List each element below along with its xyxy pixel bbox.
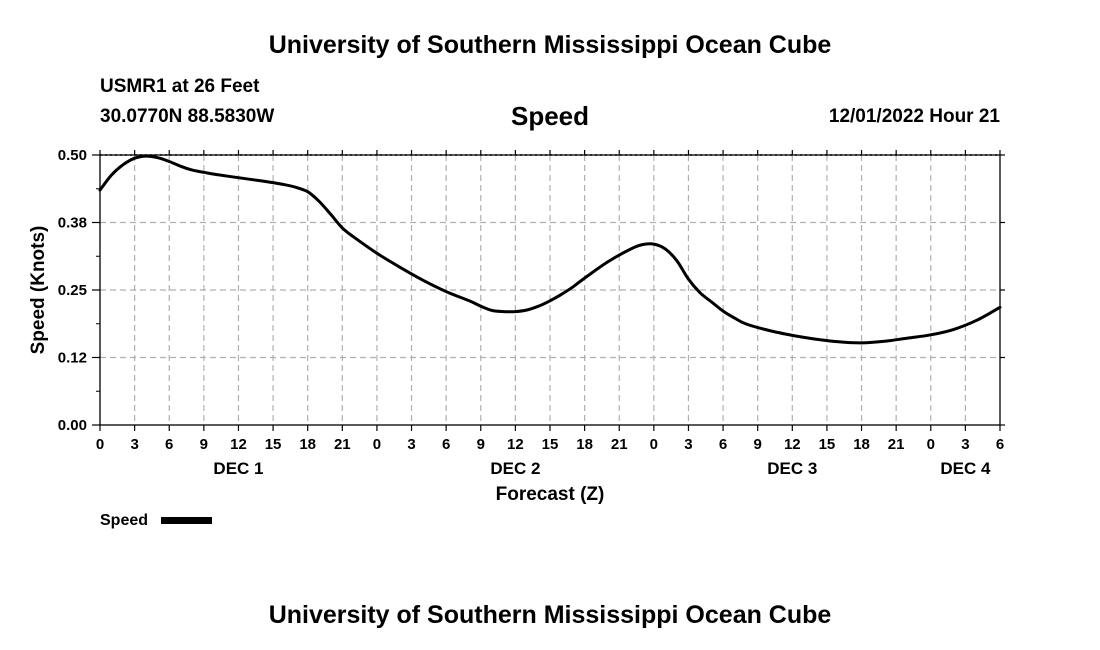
x-axis-label: Forecast (Z) <box>496 484 605 505</box>
x-tick-label: 6 <box>996 436 1004 453</box>
x-tick-label: 0 <box>96 436 104 453</box>
day-labels: DEC 1 DEC 2 DEC 3 DEC 4 <box>213 459 991 478</box>
grid-lines <box>100 155 1000 425</box>
station-coordinates: 30.0770N 88.5830W <box>100 106 275 127</box>
x-tick-label: 0 <box>650 436 658 453</box>
chart-title: Speed <box>510 101 590 131</box>
x-tick-label: 12 <box>784 436 801 453</box>
day-label: DEC 2 <box>490 459 540 478</box>
day-label: DEC 4 <box>940 459 991 478</box>
y-tick-labels: 0.00 0.12 0.25 0.38 0.50 <box>58 147 87 434</box>
x-tick-label: 21 <box>888 436 905 453</box>
x-tick-label: 21 <box>334 436 351 453</box>
y-tick-label: 0.50 <box>58 147 87 164</box>
station-label: USMR1 at 26 Feet <box>100 76 260 97</box>
page-title: University of Southern Mississippi Ocean… <box>268 31 832 59</box>
x-tick-label: 15 <box>819 436 836 453</box>
speed-series-line <box>98 154 1002 345</box>
x-tick-label: 9 <box>477 436 485 453</box>
x-tick-label: 6 <box>165 436 173 453</box>
footer-title: University of Southern Mississippi Ocean… <box>268 601 832 629</box>
day-label: DEC 1 <box>213 459 263 478</box>
y-tick-label: 0.38 <box>58 215 87 232</box>
legend-swatch <box>161 517 212 524</box>
x-tick-label: 6 <box>442 436 450 453</box>
day-label: DEC 3 <box>767 459 817 478</box>
x-tick-label: 3 <box>961 436 969 453</box>
y-tick-label: 0.12 <box>58 350 87 367</box>
x-tick-label: 12 <box>230 436 247 453</box>
x-tick-label: 18 <box>853 436 870 453</box>
forecast-datetime: 12/01/2022 Hour 21 <box>828 106 1000 127</box>
x-tick-label: 3 <box>684 436 692 453</box>
y-axis-label: Speed (Knots) <box>28 226 49 355</box>
x-tick-label: 6 <box>719 436 727 453</box>
x-tick-label: 15 <box>542 436 559 453</box>
x-tick-label: 9 <box>200 436 208 453</box>
legend-label: Speed <box>100 512 148 529</box>
x-tick-label: 3 <box>407 436 415 453</box>
x-tick-label: 3 <box>130 436 138 453</box>
x-tick-label: 18 <box>576 436 593 453</box>
y-tick-label: 0.00 <box>58 417 87 434</box>
x-tick-label: 15 <box>265 436 282 453</box>
x-tick-labels: 0 3 6 9 12 15 18 21 0 3 6 9 12 15 18 21 0 3 6 9 12 15 18 21 0 3 6 <box>96 436 1004 453</box>
x-tick-label: 9 <box>754 436 762 453</box>
axis-ticks <box>92 150 1005 431</box>
x-tick-label: 21 <box>611 436 628 453</box>
x-tick-label: 12 <box>507 436 524 453</box>
x-tick-label: 0 <box>927 436 935 453</box>
y-tick-label: 0.25 <box>58 282 87 299</box>
x-tick-label: 0 <box>373 436 381 453</box>
x-tick-label: 18 <box>299 436 316 453</box>
